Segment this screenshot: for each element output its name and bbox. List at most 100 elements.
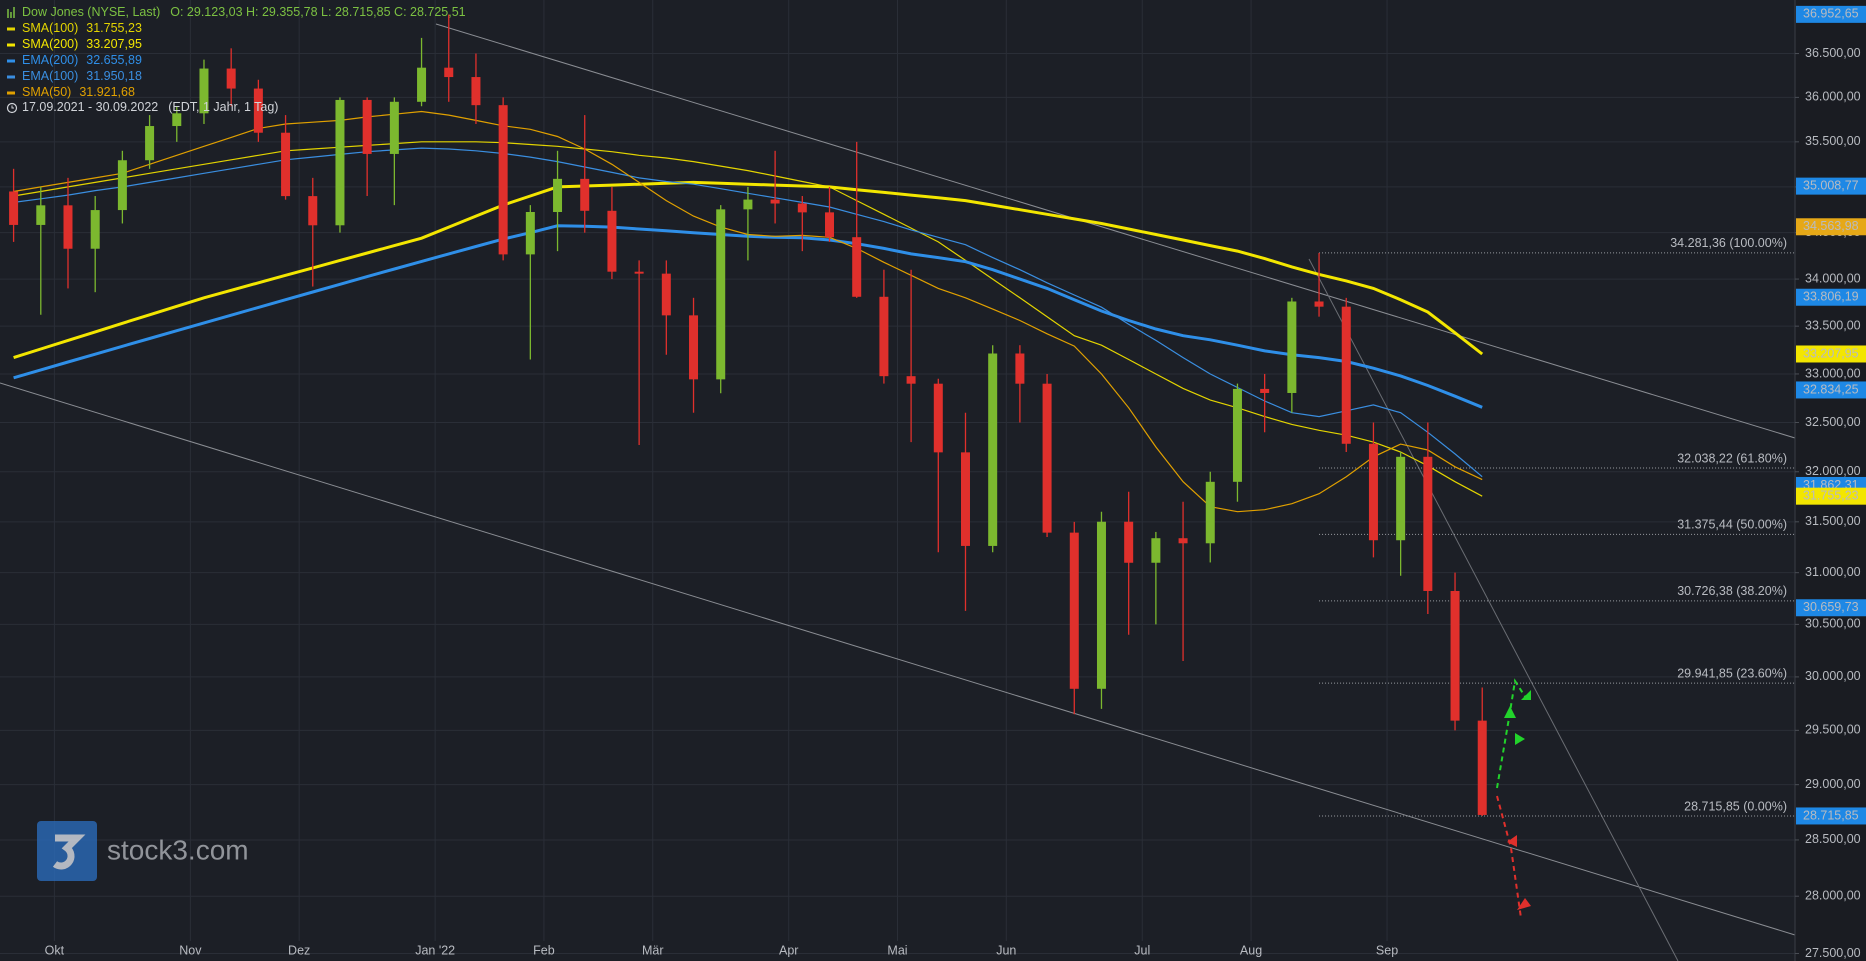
candle-body — [253, 88, 263, 133]
candle-body — [607, 210, 617, 272]
candle-body — [689, 315, 699, 380]
price-tag-label: 34.563,98 — [1803, 219, 1859, 233]
fib-label: 32.038,22 (61.80%) — [1677, 451, 1787, 465]
y-tick-label: 30.000,00 — [1805, 669, 1861, 683]
candle-body — [1423, 456, 1433, 591]
fib-label: 28.715,85 (0.00%) — [1684, 799, 1787, 813]
candle-body — [988, 353, 998, 546]
legend-swatch — [7, 43, 15, 47]
legend-entry: SMA(100) 31.755,23 — [22, 21, 142, 35]
candle-body — [634, 271, 644, 274]
x-tick-label: Dez — [288, 943, 310, 957]
candle-body — [498, 105, 508, 255]
candle-body — [1368, 443, 1378, 541]
legend-value: 32.655,89 — [86, 53, 142, 67]
candle-body — [444, 67, 454, 78]
period-note: (EDT, 1 Jahr, 1 Tag) — [168, 100, 278, 114]
legend-swatch — [7, 91, 15, 95]
candle-body — [90, 210, 100, 249]
candle-body — [1287, 301, 1297, 393]
fibonacci: 34.281,36 (100.00%) 32.038,22 (61.80%) 31.… — [1319, 236, 1795, 817]
x-tick-label: Jun — [996, 943, 1016, 957]
candle-body — [770, 199, 780, 204]
candle-body — [1341, 306, 1351, 444]
legend-name: SMA(50) — [22, 85, 71, 99]
candle-body — [335, 99, 345, 226]
fib-label: 34.281,36 (100.00%) — [1670, 236, 1787, 250]
fib-label: 31.375,44 (50.00%) — [1677, 518, 1787, 532]
candle-body — [117, 160, 127, 211]
period-range: 17.09.2021 - 30.09.2022 — [22, 100, 158, 114]
legend: Dow Jones (NYSE, Last) O: 29.123,03 H: 29… — [6, 5, 466, 114]
y-tick-label: 34.000,00 — [1805, 271, 1861, 285]
symbol: Dow Jones (NYSE, Last) — [22, 5, 160, 19]
y-tick-label: 28.500,00 — [1805, 832, 1861, 846]
y-tick-label: 29.000,00 — [1805, 777, 1861, 791]
legend-entry: SMA(200) 33.207,95 — [22, 37, 142, 51]
candle-body — [960, 452, 970, 546]
candle-body — [797, 203, 807, 213]
trendline — [435, 23, 1796, 439]
candle-body — [743, 199, 753, 210]
quote: O: 29.123,03 H: 29.355,78 L: 28.715,85 C… — [170, 5, 465, 19]
candle-body — [145, 126, 155, 161]
y-tick-label: 36.500,00 — [1805, 46, 1861, 60]
projections — [1496, 678, 1531, 919]
x-tick-label: Jul — [1134, 943, 1150, 957]
legend-swatch — [7, 59, 15, 63]
price-tag — [1796, 177, 1866, 195]
clock-icon — [6, 102, 18, 114]
price-tag — [1796, 288, 1866, 306]
legend-entry: SMA(50) 31.921,68 — [22, 85, 135, 99]
candle-body — [471, 77, 481, 106]
candle-body — [852, 237, 862, 297]
watermark: stock3.com — [37, 821, 249, 881]
price-tag — [1796, 807, 1866, 825]
candle-body — [525, 211, 535, 255]
arrow — [1515, 733, 1525, 745]
candle-body — [1178, 538, 1188, 544]
y-tick-label: 33.500,00 — [1805, 318, 1861, 332]
candle-body — [1069, 532, 1079, 689]
x-tick-label: Jan '22 — [415, 943, 455, 957]
y-tick-label: 31.500,00 — [1805, 514, 1861, 528]
legend-entry: EMA(100) 31.950,18 — [22, 69, 142, 83]
price-tag-label: 35.008,77 — [1803, 178, 1859, 192]
candles — [9, 14, 1487, 817]
candle-body — [226, 68, 236, 89]
price-tag-label: 33.207,95 — [1803, 346, 1859, 360]
candle-body — [1042, 383, 1052, 533]
candle-body — [1232, 388, 1242, 482]
x-tick-label: Mai — [887, 943, 907, 957]
period: 17.09.2021 - 30.09.2022 (EDT, 1 Jahr, 1 T… — [22, 100, 278, 114]
candle-body — [417, 67, 427, 102]
x-tick-label: Mär — [642, 943, 664, 957]
price-tag-label: 30.659,73 — [1803, 600, 1859, 614]
candle-body — [1396, 456, 1406, 541]
y-tick-label: 36.000,00 — [1805, 90, 1861, 104]
candle-body — [389, 101, 399, 154]
candle-body — [580, 178, 590, 211]
legend-value: 31.755,23 — [86, 21, 142, 35]
trendline — [1308, 258, 1679, 961]
y-tick-label: 32.000,00 — [1805, 464, 1861, 478]
price-tag — [1796, 487, 1866, 505]
arrow — [1504, 706, 1516, 718]
x-tick-label: Feb — [533, 943, 555, 957]
candle-body — [1015, 353, 1025, 384]
candle-body — [172, 113, 182, 127]
projection-down — [1496, 795, 1522, 919]
candle-body — [362, 99, 372, 154]
candle-body — [825, 212, 835, 238]
x-tick-label: Sep — [1376, 943, 1398, 957]
drawings — [0, 23, 1796, 961]
y-tick-label: 32.500,00 — [1805, 415, 1861, 429]
price-tag-label: 28.715,85 — [1803, 808, 1859, 822]
price-tag-label: 36.952,65 — [1803, 7, 1859, 21]
legend-value: 33.207,95 — [86, 37, 142, 51]
moving-average — [13, 180, 1484, 360]
price-tag — [1796, 381, 1866, 399]
trendline — [0, 382, 1796, 936]
